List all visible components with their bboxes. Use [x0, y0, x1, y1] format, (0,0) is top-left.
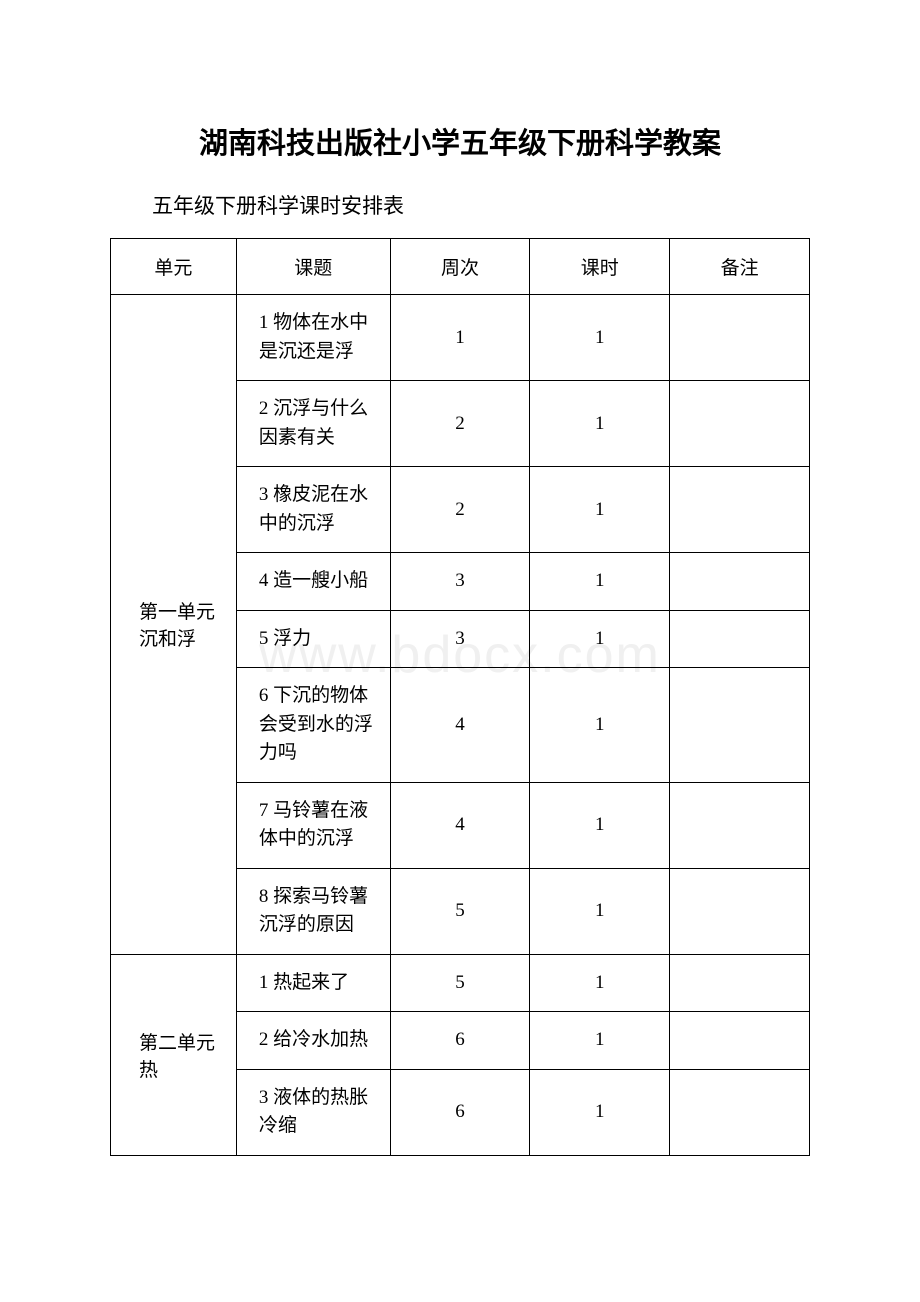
cell-hours: 1: [530, 1012, 670, 1070]
cell-hours: 1: [530, 868, 670, 954]
cell-hours: 1: [530, 954, 670, 1012]
cell-topic: 5 浮力: [236, 610, 390, 668]
cell-week: 2: [390, 467, 530, 553]
cell-week: 5: [390, 868, 530, 954]
cell-week: 1: [390, 295, 530, 381]
cell-topic: 3 橡皮泥在水中的沉浮: [236, 467, 390, 553]
cell-topic: 6 下沉的物体会受到水的浮力吗: [236, 668, 390, 783]
header-hours: 课时: [530, 239, 670, 295]
cell-notes: [670, 381, 810, 467]
cell-week: 5: [390, 954, 530, 1012]
table-row: 第二单元 热1 热起来了51: [111, 954, 810, 1012]
cell-hours: 1: [530, 610, 670, 668]
cell-week: 6: [390, 1069, 530, 1155]
cell-week: 2: [390, 381, 530, 467]
cell-hours: 1: [530, 782, 670, 868]
cell-topic: 2 沉浮与什么因素有关: [236, 381, 390, 467]
page-title: 湖南科技出版社小学五年级下册科学教案: [110, 120, 810, 162]
header-week: 周次: [390, 239, 530, 295]
table-header-row: 单元 课题 周次 课时 备注: [111, 239, 810, 295]
table-row: 第一单元 沉和浮1 物体在水中是沉还是浮11: [111, 295, 810, 381]
cell-week: 3: [390, 610, 530, 668]
cell-hours: 1: [530, 1069, 670, 1155]
cell-topic: 1 物体在水中是沉还是浮: [236, 295, 390, 381]
cell-notes: [670, 1012, 810, 1070]
cell-unit: 第二单元 热: [111, 954, 237, 1155]
table-body: 第一单元 沉和浮1 物体在水中是沉还是浮112 沉浮与什么因素有关213 橡皮泥…: [111, 295, 810, 1156]
cell-topic: 3 液体的热胀冷缩: [236, 1069, 390, 1155]
cell-topic: 8 探索马铃薯沉浮的原因: [236, 868, 390, 954]
cell-topic: 7 马铃薯在液体中的沉浮: [236, 782, 390, 868]
header-unit: 单元: [111, 239, 237, 295]
cell-notes: [670, 467, 810, 553]
cell-topic: 1 热起来了: [236, 954, 390, 1012]
cell-topic: 4 造一艘小船: [236, 553, 390, 611]
cell-notes: [670, 782, 810, 868]
cell-notes: [670, 610, 810, 668]
cell-notes: [670, 295, 810, 381]
header-topic: 课题: [236, 239, 390, 295]
cell-hours: 1: [530, 381, 670, 467]
cell-hours: 1: [530, 668, 670, 783]
cell-week: 4: [390, 668, 530, 783]
cell-week: 6: [390, 1012, 530, 1070]
cell-notes: [670, 1069, 810, 1155]
page-container: 湖南科技出版社小学五年级下册科学教案 五年级下册科学课时安排表 单元 课题 周次…: [0, 0, 920, 1196]
cell-topic: 2 给冷水加热: [236, 1012, 390, 1070]
cell-week: 3: [390, 553, 530, 611]
header-notes: 备注: [670, 239, 810, 295]
cell-hours: 1: [530, 467, 670, 553]
schedule-table: 单元 课题 周次 课时 备注 第一单元 沉和浮1 物体在水中是沉还是浮112 沉…: [110, 238, 810, 1156]
cell-notes: [670, 868, 810, 954]
cell-notes: [670, 668, 810, 783]
cell-notes: [670, 954, 810, 1012]
cell-week: 4: [390, 782, 530, 868]
cell-hours: 1: [530, 553, 670, 611]
page-subtitle: 五年级下册科学课时安排表: [110, 190, 810, 220]
cell-hours: 1: [530, 295, 670, 381]
cell-unit: 第一单元 沉和浮: [111, 295, 237, 955]
cell-notes: [670, 553, 810, 611]
